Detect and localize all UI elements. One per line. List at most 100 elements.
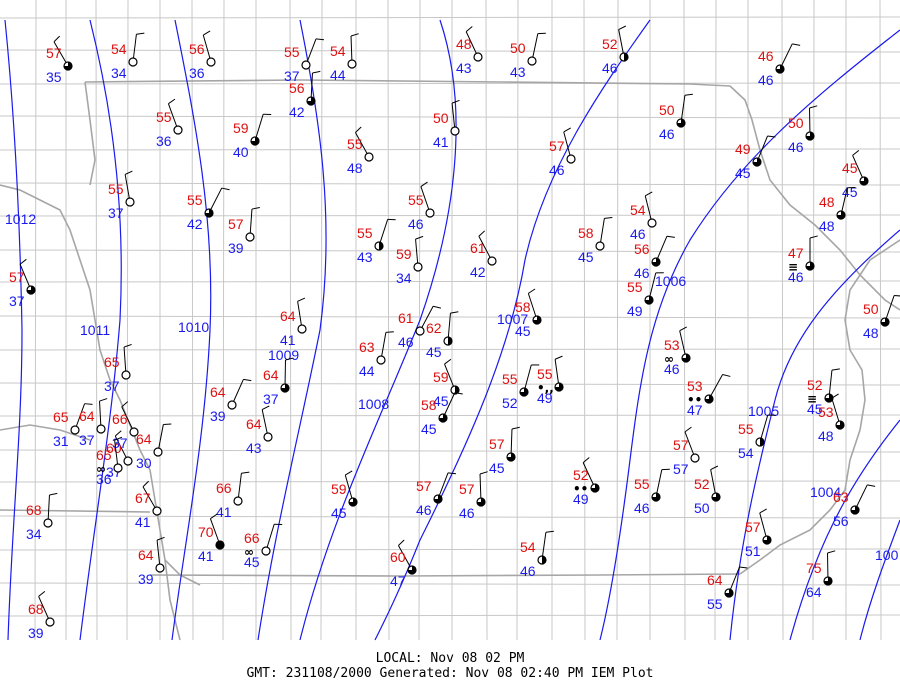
wind-barb bbox=[527, 293, 538, 321]
sky-cover-icon bbox=[121, 370, 131, 380]
sky-cover-fill bbox=[542, 556, 546, 564]
wind-barb-flag bbox=[124, 170, 133, 175]
wind-barb bbox=[444, 363, 456, 391]
station-plot: 59 45 bbox=[433, 358, 460, 409]
temperature-label: 60 bbox=[390, 549, 406, 565]
county-line bbox=[0, 214, 900, 217]
wind-barb bbox=[648, 272, 657, 301]
station-plot: 64 39 bbox=[210, 378, 252, 424]
wind-barb-flag bbox=[618, 25, 627, 30]
station-plot: 53 46∞ bbox=[664, 326, 691, 377]
wind-barb-flag bbox=[156, 536, 165, 541]
wind-barb-flag bbox=[451, 99, 460, 104]
station-plot: 63 56 bbox=[833, 484, 876, 529]
temperature-label: 54 bbox=[111, 41, 127, 57]
temperature-label: 53 bbox=[818, 404, 834, 420]
station-plot: 64 55 bbox=[707, 566, 748, 612]
temperature-label: 55 bbox=[634, 476, 650, 492]
wind-barb bbox=[142, 486, 158, 512]
dewpoint-label: 46 bbox=[758, 72, 774, 88]
sky-cover-icon bbox=[96, 424, 106, 434]
temperature-label: 59 bbox=[233, 120, 249, 136]
temperature-label: 59 bbox=[331, 481, 347, 497]
county-line bbox=[0, 182, 900, 186]
station-plot: 52 45≡ bbox=[807, 368, 840, 417]
wind-barb-flag bbox=[831, 368, 840, 371]
dewpoint-label: 49 bbox=[627, 303, 643, 319]
county-line bbox=[0, 614, 900, 617]
dewpoint-label: 46 bbox=[408, 216, 424, 232]
wind-barb bbox=[124, 174, 131, 203]
sky-cover-icon bbox=[125, 197, 135, 207]
temperature-label: 52 bbox=[807, 377, 823, 393]
temperature-label: 55 bbox=[627, 279, 643, 295]
dewpoint-label: 37 bbox=[112, 435, 128, 451]
station-plot: 59 45 bbox=[331, 470, 358, 521]
wind-barb-flag bbox=[315, 38, 325, 41]
dewpoint-label: 41 bbox=[135, 514, 151, 530]
wind-barb bbox=[510, 428, 513, 458]
temperature-label: 50 bbox=[433, 110, 449, 126]
station-plot: 66 45∞ bbox=[244, 523, 283, 570]
dewpoint-label: 52 bbox=[502, 395, 518, 411]
station-plot: 52 49•• bbox=[573, 457, 600, 507]
wind-barb-flag bbox=[221, 187, 230, 191]
station-plot: 63 44 bbox=[359, 331, 394, 379]
station-plot: 45 45 bbox=[842, 149, 869, 200]
sky-cover-icon bbox=[113, 463, 123, 473]
dewpoint-label: 45 bbox=[331, 505, 347, 521]
county-line bbox=[0, 16, 900, 19]
wind-barb-flag bbox=[447, 472, 457, 475]
station-plot: 50 41 bbox=[433, 99, 460, 150]
station-plot: 56 42 bbox=[289, 70, 321, 120]
temperature-label: 68 bbox=[26, 502, 42, 518]
station-plot: 55 36 bbox=[156, 98, 183, 149]
temperature-label: 56 bbox=[289, 80, 305, 96]
temperature-label: 58 bbox=[421, 397, 437, 413]
isobar bbox=[859, 519, 900, 641]
wind-barb bbox=[157, 424, 164, 453]
dewpoint-label: 43 bbox=[246, 440, 262, 456]
temperature-label: 50 bbox=[788, 115, 804, 131]
wind-barb bbox=[254, 114, 264, 142]
sky-cover-icon bbox=[129, 427, 139, 437]
temperature-label: 55 bbox=[347, 136, 363, 152]
station-plot: 61 46 bbox=[398, 305, 442, 350]
wind-barb-flag bbox=[792, 43, 801, 46]
state-line bbox=[164, 559, 181, 641]
wind-barb-flag bbox=[297, 297, 306, 302]
fog-icon: ≡ bbox=[788, 260, 798, 274]
dewpoint-label: 46 bbox=[788, 269, 804, 285]
sky-cover-icon bbox=[233, 496, 243, 506]
sky-cover-fill bbox=[434, 495, 442, 503]
temperature-label: 64 bbox=[138, 547, 154, 563]
county-line bbox=[714, 0, 717, 641]
dewpoint-label: 31 bbox=[53, 433, 69, 449]
wind-barb-flag bbox=[450, 311, 459, 314]
sky-cover-fill bbox=[725, 589, 733, 597]
sky-cover-icon bbox=[647, 218, 657, 228]
temperature-label: 64 bbox=[280, 308, 296, 324]
wind-barb bbox=[582, 462, 596, 489]
wind-barb-flag bbox=[545, 530, 554, 533]
wind-barb bbox=[74, 403, 86, 431]
dewpoint-label: 43 bbox=[357, 249, 373, 265]
station-plot: 56 36 bbox=[189, 30, 216, 81]
station-plot: 58 45 bbox=[515, 288, 542, 339]
dewpoint-label: 46 bbox=[549, 162, 565, 178]
temperature-label: 55 bbox=[408, 192, 424, 208]
county-line bbox=[0, 115, 900, 119]
county-line bbox=[0, 148, 900, 151]
wind-barb-flag bbox=[350, 33, 359, 37]
temperature-label: 54 bbox=[330, 43, 346, 59]
temperature-label: 67 bbox=[135, 490, 151, 506]
sky-cover-icon bbox=[153, 447, 163, 457]
station-plot: 64 37 bbox=[263, 357, 294, 407]
wind-barb-flag bbox=[759, 508, 767, 514]
isobar bbox=[374, 19, 651, 641]
wind-barb-flag bbox=[203, 30, 211, 36]
station-plot: 57 46 bbox=[416, 472, 457, 518]
temperature-label: 52 bbox=[602, 36, 618, 52]
sky-cover-fill bbox=[776, 65, 784, 73]
station-plot: 57 51 bbox=[745, 508, 772, 559]
